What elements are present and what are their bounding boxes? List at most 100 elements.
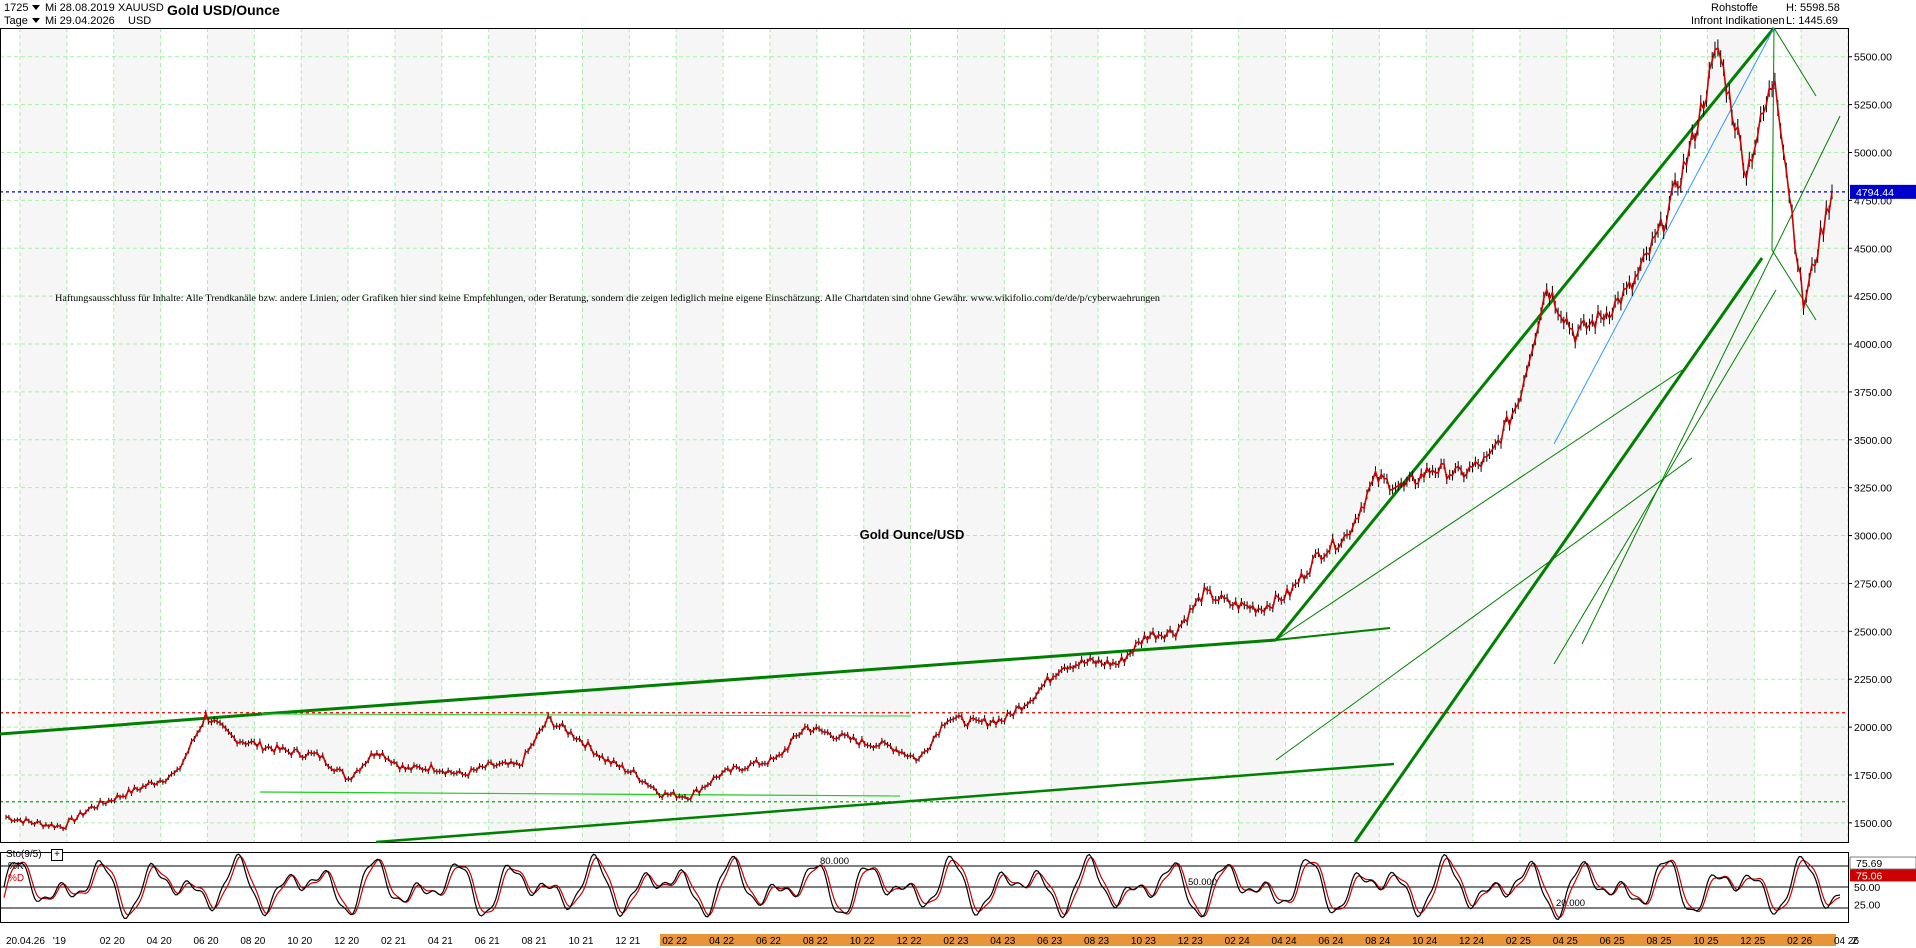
main-price-panel: [0, 28, 1849, 843]
trend-line: [1275, 627, 1391, 641]
x-tick-label: 08 22: [803, 936, 828, 947]
x-tick-label: 12 23: [1178, 936, 1203, 947]
symbol-label: XAUUSD: [118, 2, 164, 14]
x-tick-label: 20.04.26: [6, 936, 45, 947]
add-indicator-icon[interactable]: +: [51, 849, 63, 861]
main-panel-frame: [0, 28, 1849, 843]
x-tick-label: 04 20: [147, 936, 172, 947]
time-band: [394, 28, 442, 842]
time-band: [113, 28, 161, 842]
trend-line: [1353, 257, 1764, 843]
x-tick-label: 04 22: [709, 936, 734, 947]
source-label: Infront Indikationen: [1691, 15, 1785, 27]
period-unit-selector[interactable]: Tage: [4, 15, 43, 28]
x-tick-label: 02 21: [381, 936, 406, 947]
sto-k-marker: [1849, 856, 1916, 870]
x-tick-label: 02 24: [1225, 936, 1250, 947]
x-tick-label: 12 20: [334, 936, 359, 947]
trend-line: [1275, 457, 1693, 761]
time-band: [1801, 28, 1848, 842]
y-tick-label: 3000.00: [1854, 531, 1892, 543]
current-price-marker: [1850, 184, 1916, 199]
trend-line: [1275, 369, 1683, 641]
x-tick-label: 10 20: [287, 936, 312, 947]
y-tick-label: 1750.00: [1854, 770, 1892, 782]
chevron-down-icon: [32, 5, 41, 10]
end-date: Mi 29.04.2026: [45, 15, 115, 27]
x-tick-label: 04 24: [1272, 936, 1297, 947]
x-tick-label: 02 23: [943, 936, 968, 947]
x-tick-label: 10 21: [568, 936, 593, 947]
currency-label: USD: [128, 15, 152, 27]
y-tick-label: 3250.00: [1854, 483, 1892, 495]
x-tick-label: 08 20: [240, 936, 265, 947]
x-tick-label: 08 25: [1647, 936, 1672, 947]
trend-line: [1274, 27, 1776, 641]
x-tick-label: 04 25: [1553, 936, 1578, 947]
sto-k-line: [3, 853, 1841, 920]
period-unit: Tage: [4, 15, 28, 27]
x-tick-label: 12 25: [1740, 936, 1765, 947]
sto-y-tick-label: 25.00: [1854, 900, 1880, 912]
y-tick-label: 5250.00: [1854, 100, 1892, 112]
time-band: [1144, 28, 1192, 842]
chart-title: Gold Ounce/USD: [860, 527, 965, 542]
chevron-down-icon: [31, 18, 40, 23]
sto-d-value: 75.06: [1856, 870, 1882, 882]
trend-line: [1553, 289, 1777, 665]
trend-line: [0, 712, 263, 736]
time-band: [1332, 28, 1380, 842]
x-tick-label: 02 22: [662, 936, 687, 947]
sto-d-marker: [1850, 869, 1916, 882]
trend-line: [1581, 115, 1841, 645]
price-y-axis: 5500.005250.005000.004750.004500.004250.…: [1848, 52, 1916, 830]
y-tick-label: 4250.00: [1854, 291, 1892, 303]
y-tick-label: 1500.00: [1854, 818, 1892, 830]
x-tick-label: 04 26: [1834, 936, 1859, 947]
x-tick-label: 02 25: [1506, 936, 1531, 947]
high-label: H: 5598.58: [1786, 2, 1840, 14]
x-tick-label: 06 20: [193, 936, 218, 947]
current-price-label: 4794.44: [1856, 187, 1894, 199]
time-band: [20, 28, 67, 842]
y-tick-label: 3500.00: [1854, 435, 1892, 447]
y-tick-label: 2250.00: [1854, 674, 1892, 686]
period-count-selector[interactable]: 1725: [4, 2, 43, 15]
trend-line: [375, 762, 1395, 844]
x-tick-label: 08 23: [1084, 936, 1109, 947]
x-tick-label: 02 20: [100, 936, 125, 947]
x-tick-label: '19: [53, 936, 66, 947]
time-band: [1707, 28, 1755, 842]
resistance-line: [261, 713, 911, 717]
y-tick-label: 5000.00: [1854, 147, 1892, 159]
y-tick-label: 3750.00: [1854, 387, 1892, 399]
time-band: [1238, 28, 1286, 842]
x-tick-label: 06 21: [475, 936, 500, 947]
trend-line: [1771, 27, 1775, 251]
low-label: L: 1445.69: [1786, 15, 1838, 27]
price-line: [6, 46, 1833, 830]
time-band: [863, 28, 911, 842]
x-tick-label: 06 23: [1037, 936, 1062, 947]
y-tick-label: 2000.00: [1854, 722, 1892, 734]
indicator-name[interactable]: Sto(9/5): [6, 849, 42, 860]
sto-reference-label: 50.000: [1188, 877, 1217, 888]
time-band: [207, 28, 255, 842]
sto-k-value: 75.69: [1856, 858, 1882, 870]
price-series: [5, 39, 1833, 832]
time-band: [488, 28, 536, 842]
legend-d: %D: [8, 873, 25, 884]
x-tick-label: 06 22: [756, 936, 781, 947]
time-band: [1051, 28, 1099, 842]
period-count: 1725: [4, 2, 29, 14]
sto-reference-label: 20.000: [1556, 898, 1585, 909]
trend-line: [1771, 249, 1817, 321]
x-tick-label: 10 23: [1131, 936, 1156, 947]
disclaimer-text: Haftungsausschluss für Inhalte: Alle Tre…: [55, 293, 1160, 304]
legend-k: %K: [8, 861, 24, 872]
trend-line: [1773, 27, 1817, 97]
x-tick-label: 06 25: [1600, 936, 1625, 947]
y-tick-label: 4000.00: [1854, 339, 1892, 351]
x-tick-label: 10 25: [1693, 936, 1718, 947]
